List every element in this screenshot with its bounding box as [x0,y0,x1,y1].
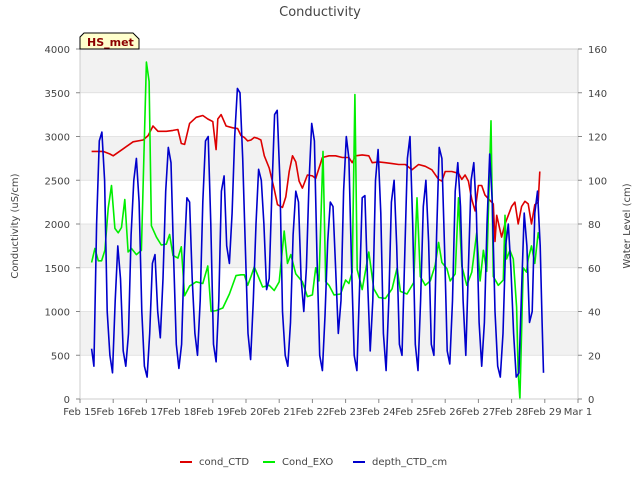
y-axis-title: Conductivity (uS/cm) [10,173,21,278]
y-tick-label: 1500 [45,264,70,275]
site-badge-label: HS_met [87,36,134,49]
x-tick-label: Feb 24 [362,407,396,418]
x-tick-label: Feb 22 [296,407,330,418]
x-tick-label: Feb 29 [528,407,562,418]
x-tick-label: Feb 26 [428,407,462,418]
series-line-depth_CTD_cm [90,87,545,378]
band [80,136,578,181]
legend: cond_CTD Cond_EXO depth_CTD_cm [180,457,447,468]
axes-layer: 0 500 1000 1500 2000 2500 3000 3500 4000 0 20 40 60 8… [45,45,608,418]
y-tick-label: 1000 [45,308,70,319]
legend-label-cond_CTD: cond_CTD [199,457,249,468]
y2-tick-label: 60 [588,264,601,275]
x-tick-label: Feb 17 [130,407,164,418]
x-tick-label: Feb 18 [163,407,197,418]
y2-tick-label: 100 [588,176,607,187]
legend-label-depth_CTD_cm: depth_CTD_cm [372,457,447,468]
x-tick-label: Feb 25 [395,407,429,418]
series-layer [90,61,545,400]
y2-tick-label: 0 [588,395,594,406]
y-tick-label: 3000 [45,133,70,144]
x-tick-label: Feb 27 [462,407,496,418]
y2-tick-label: 160 [588,45,607,56]
band [80,49,578,93]
x-tick-label: Mar 1 [564,407,592,418]
y-tick-label: 3500 [45,89,70,100]
y2-tick-label: 40 [588,308,601,319]
site-badge: HS_met [79,32,140,50]
x-tick-label: Feb 23 [329,407,363,418]
x-tick-label: Feb 28 [495,407,529,418]
site-badge-box [79,32,140,50]
x-tick-label: Feb 16 [96,407,130,418]
y-tick-label: 500 [51,351,70,362]
x-tick-label: Feb 15 [63,407,97,418]
chart-title: Conductivity [279,5,361,20]
y-tick-label: 2000 [45,220,70,231]
y2-tick-label: 80 [588,220,601,231]
x-tick-label: Feb 20 [229,407,263,418]
x-tick-label: Feb 19 [196,407,230,418]
y2-tick-label: 120 [588,133,607,144]
y-tick-label: 0 [64,395,70,406]
y2-axis-title: Water Level (cm) [622,183,633,268]
legend-label-Cond_EXO: Cond_EXO [282,457,333,468]
y-tick-label: 2500 [45,176,70,187]
x-tick-label: Feb 21 [262,407,296,418]
y2-tick-label: 20 [588,351,601,362]
y2-tick-label: 140 [588,89,607,100]
y-tick-label: 4000 [45,45,70,56]
